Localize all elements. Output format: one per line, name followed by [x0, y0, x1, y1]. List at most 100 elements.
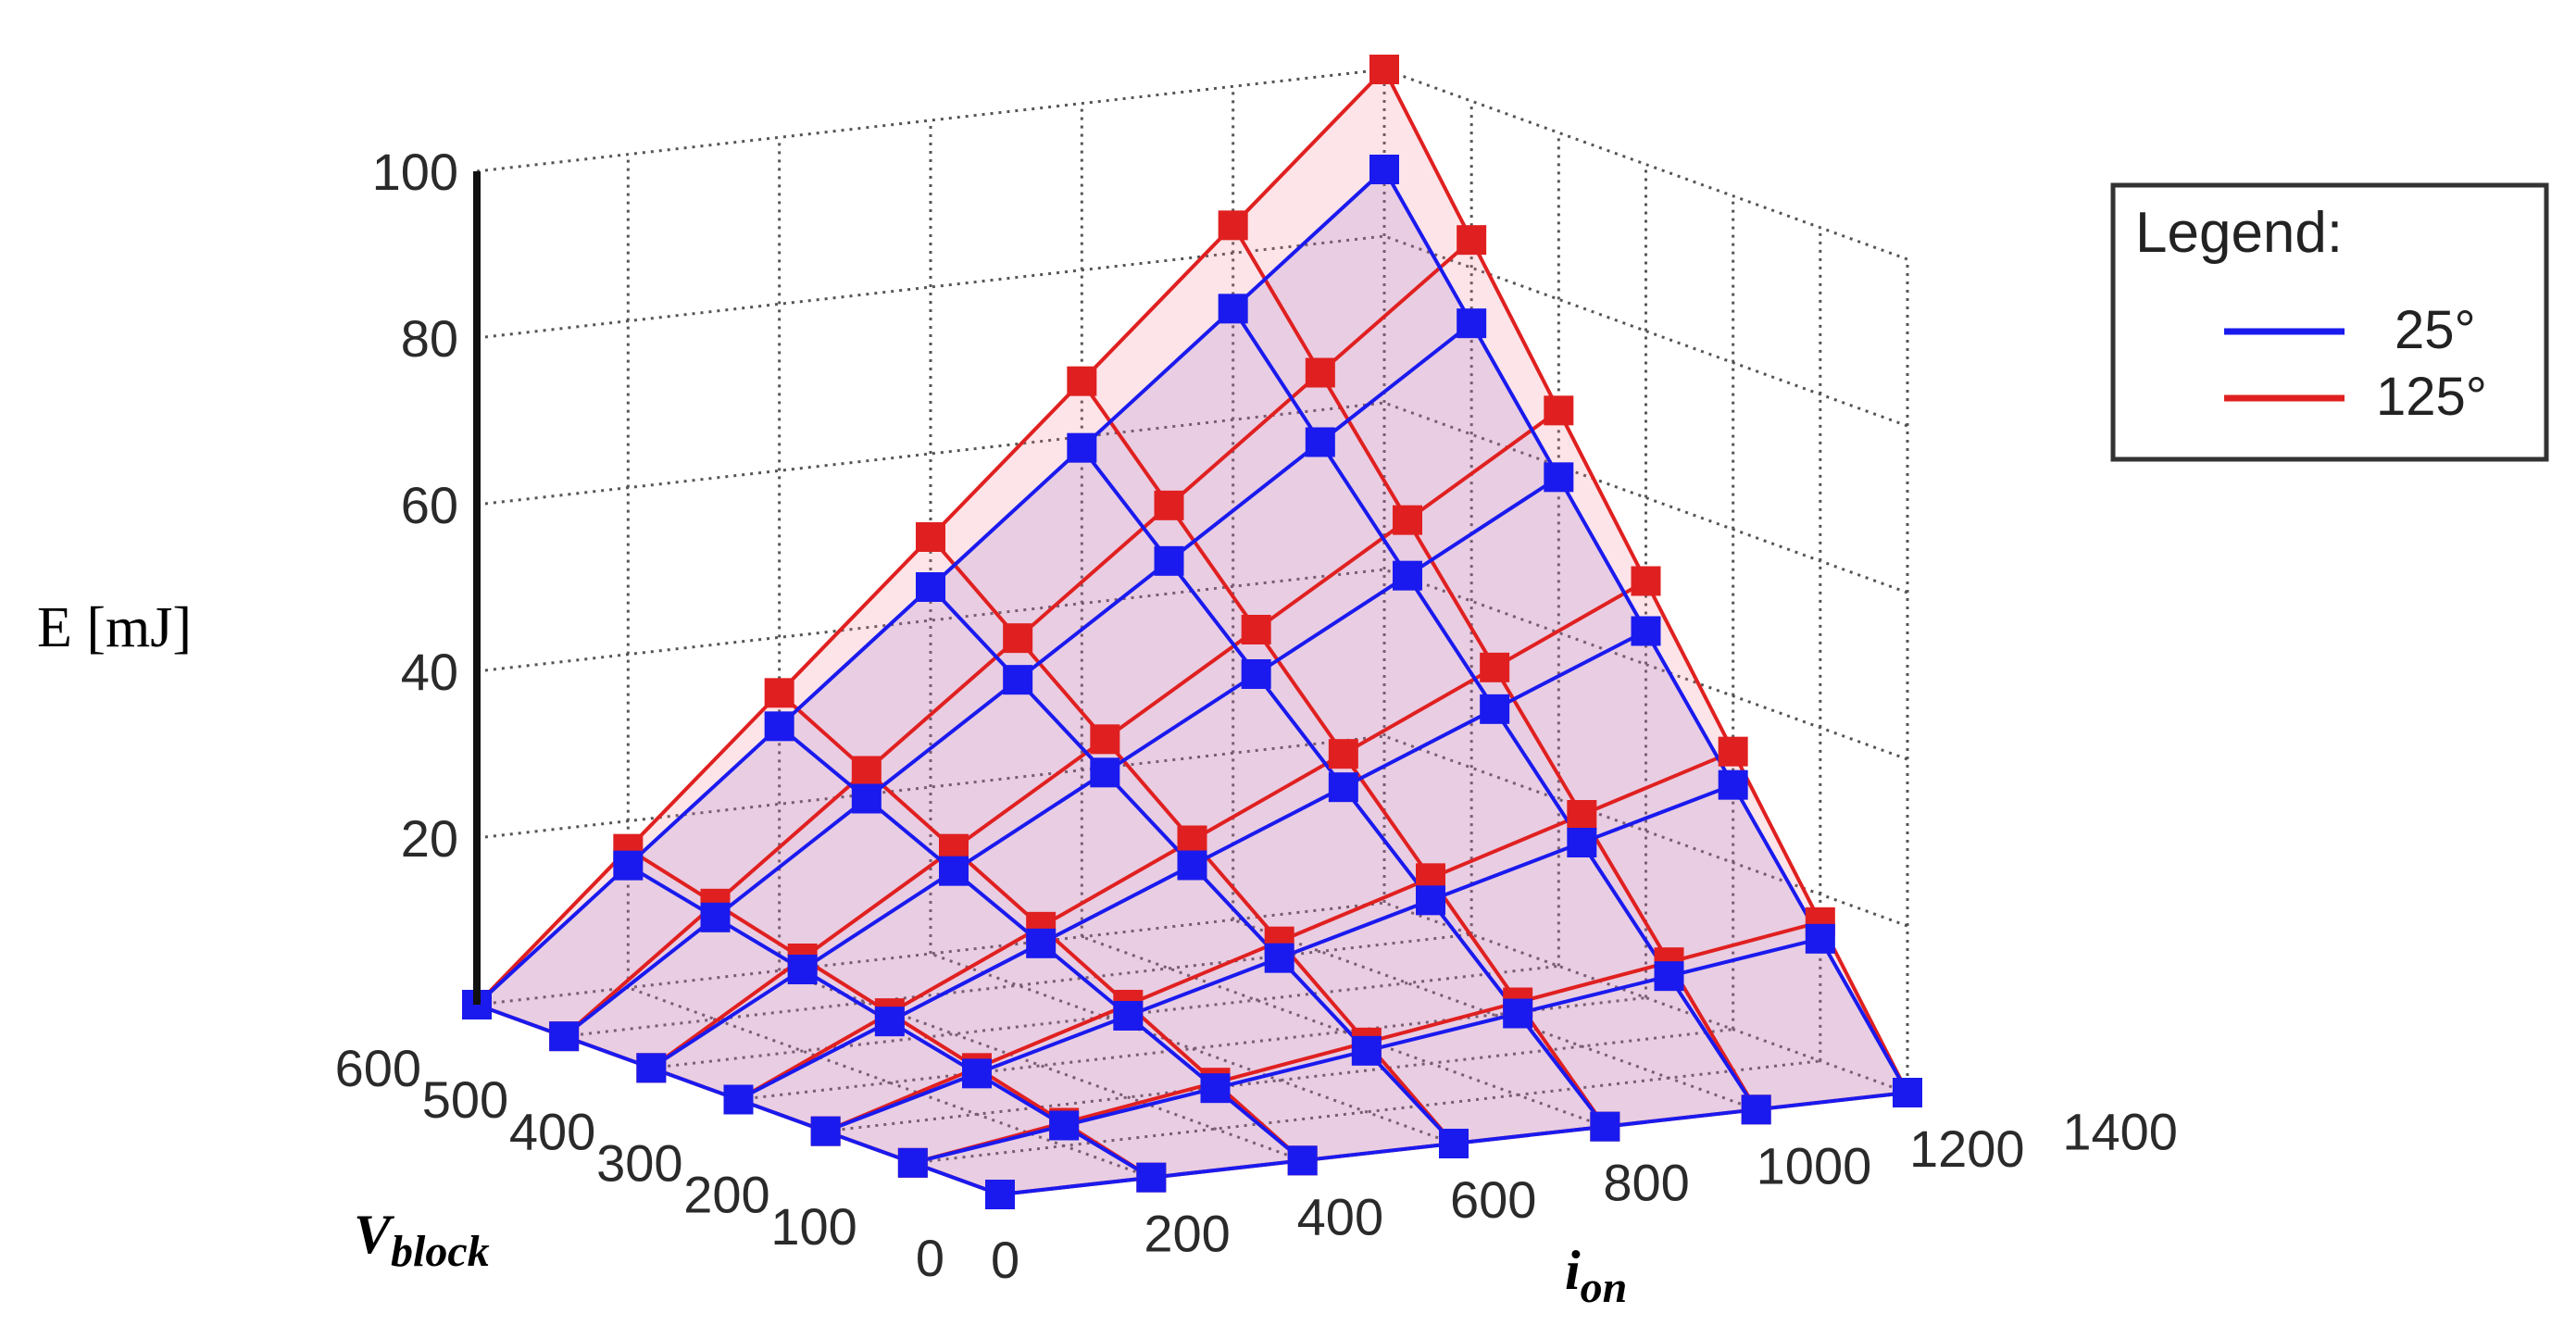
- y-tick-label: 200: [683, 1166, 769, 1224]
- floor-grid-y: [825, 1028, 1733, 1133]
- surface-patch: [954, 739, 1193, 927]
- data-point-marker: [851, 783, 882, 814]
- surface-patch: [738, 1021, 977, 1132]
- data-point-marker: [1113, 1001, 1144, 1031]
- surface-patch: [931, 381, 1169, 639]
- data-point-marker: [1241, 615, 1271, 644]
- data-point-marker: [1218, 294, 1248, 324]
- surface-patch: [1018, 505, 1257, 740]
- data-point-marker: [700, 902, 731, 932]
- data-point-marker: [787, 955, 818, 984]
- surface-patch: [477, 865, 716, 1037]
- data-point-marker: [1457, 225, 1487, 256]
- surface-patch: [1407, 477, 1646, 709]
- x-tick-label: 200: [1144, 1205, 1230, 1263]
- data-point-marker: [1067, 366, 1097, 396]
- surface-patch: [628, 726, 867, 918]
- data-point-marker: [764, 678, 794, 708]
- data-point-marker: [1654, 961, 1684, 992]
- data-point-marker: [1328, 739, 1358, 769]
- data-point-marker: [1369, 55, 1399, 84]
- surface-patch: [1256, 575, 1495, 788]
- data-point-marker: [1177, 850, 1207, 881]
- surface-patch: [1494, 631, 1733, 843]
- data-point-marker: [1328, 772, 1358, 803]
- surface-patch: [889, 926, 1129, 1069]
- data-point-marker: [1136, 1162, 1167, 1193]
- x-tick-label: 1200: [1909, 1119, 2025, 1178]
- surface-patch: [1215, 1050, 1454, 1161]
- legend-label-25: 25°: [2395, 300, 2476, 360]
- z-axis-label: E [mJ]: [37, 596, 192, 659]
- data-point-marker: [1090, 724, 1120, 755]
- surface-patch: [1082, 308, 1320, 561]
- data-point-marker: [1003, 665, 1033, 695]
- x-tick-label: 1400: [2062, 1103, 2178, 1161]
- surface-patch: [1319, 323, 1559, 576]
- z-tick-label: 60: [401, 476, 458, 534]
- surface-patch: [1582, 751, 1820, 963]
- surface-patch: [1018, 560, 1257, 773]
- y-tick-label: 0: [916, 1229, 944, 1287]
- data-point-marker: [1241, 659, 1271, 689]
- data-point-marker: [1480, 694, 1510, 724]
- surface-patch: [1128, 941, 1367, 1083]
- surface-patch: [1494, 581, 1733, 815]
- surface-patch: [1169, 372, 1407, 630]
- data-point-marker: [1503, 998, 1533, 1029]
- surface-patch: [1232, 169, 1472, 443]
- surface-patch: [1319, 240, 1559, 520]
- data-point-marker: [1393, 505, 1422, 535]
- data-markers: [462, 55, 1922, 1209]
- surface-patch: [866, 638, 1106, 849]
- data-point-marker: [1805, 923, 1835, 954]
- surface-patch: [628, 693, 867, 904]
- y-tick-label: 400: [509, 1102, 595, 1160]
- x-tick-label: 1000: [1757, 1136, 1872, 1194]
- surface-patch: [738, 1013, 977, 1132]
- surface-patch: [802, 870, 1042, 1022]
- surface-patch: [1064, 1088, 1303, 1178]
- surface-patch: [1256, 519, 1495, 755]
- surface-patch: [1232, 69, 1472, 373]
- surface-patch: [477, 848, 716, 1037]
- floor-grid-x: [779, 969, 1304, 1162]
- y-tick-label: 500: [422, 1070, 508, 1129]
- data-point-marker: [985, 1180, 1015, 1209]
- data-point-marker: [1480, 652, 1510, 682]
- data-point-marker: [1567, 828, 1597, 857]
- surface-patch: [1041, 840, 1280, 1005]
- data-point-marker: [1567, 800, 1597, 830]
- data-point-marker: [1154, 545, 1184, 576]
- data-point-marker: [1305, 357, 1335, 388]
- surface-patch: [564, 917, 803, 1069]
- surface-patch: [715, 798, 954, 969]
- data-point-marker: [636, 1053, 667, 1083]
- data-point-marker: [1305, 427, 1335, 457]
- data-point-marker: [962, 1058, 992, 1089]
- data-point-marker: [874, 1007, 905, 1037]
- surface-patch: [564, 903, 803, 1069]
- data-point-marker: [1264, 943, 1294, 973]
- data-point-marker: [1439, 1129, 1469, 1158]
- data-point-marker: [1457, 308, 1487, 339]
- data-point-marker: [1287, 1145, 1318, 1176]
- surface-patch: [1192, 754, 1431, 942]
- surface-patch: [1192, 787, 1431, 958]
- data-point-marker: [916, 522, 945, 552]
- x-tick-label: 400: [1297, 1187, 1383, 1245]
- floor-grid-y: [912, 1059, 1821, 1165]
- surface-patch: [651, 969, 890, 1100]
- data-point-marker: [764, 711, 794, 742]
- z-tick-label: 100: [372, 143, 458, 201]
- data-point-marker: [1369, 155, 1399, 184]
- data-point-marker: [1893, 1078, 1922, 1107]
- data-point-marker: [1218, 210, 1248, 241]
- y-tick-label: 600: [335, 1039, 421, 1097]
- z-tick-label: 40: [401, 643, 458, 701]
- data-point-marker: [1003, 623, 1033, 654]
- surface-patch: [1582, 784, 1820, 977]
